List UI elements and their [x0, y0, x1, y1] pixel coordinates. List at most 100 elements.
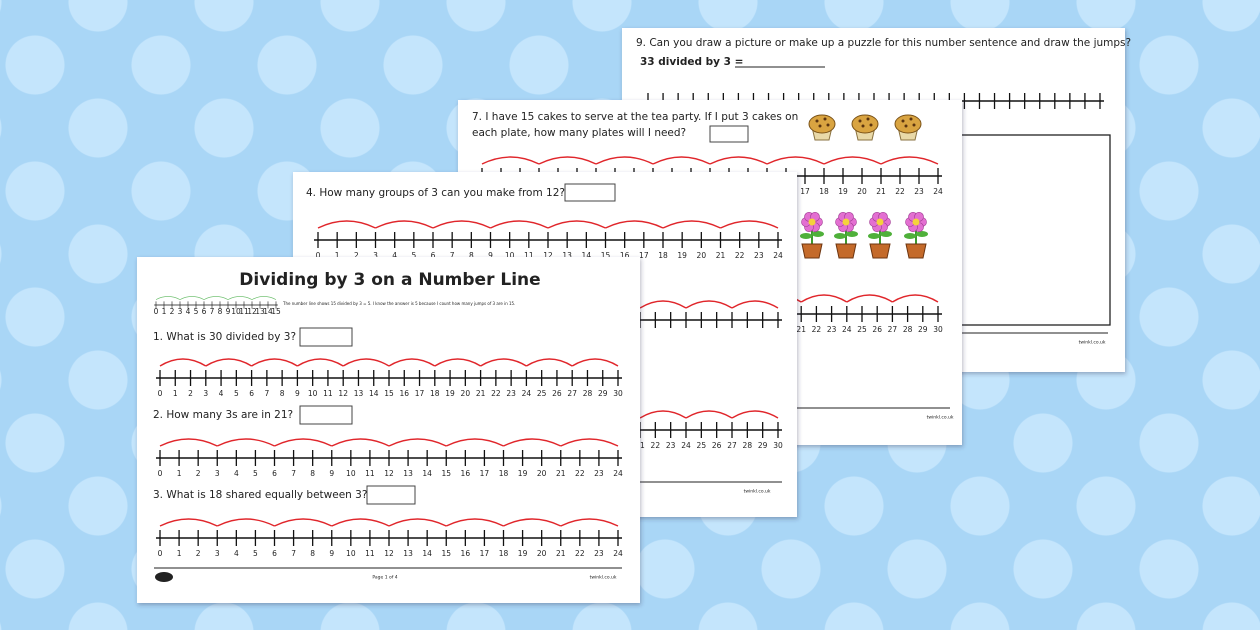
tick-label: 13: [562, 251, 572, 260]
tick-label: 15: [441, 549, 451, 558]
page-number: Page 1 of 4: [372, 575, 397, 581]
tick-label: 7: [450, 251, 455, 260]
tick-label: 10: [505, 251, 515, 260]
muffin-top: [808, 114, 836, 134]
tick-label: 19: [838, 187, 848, 196]
jump-arc: [503, 518, 562, 527]
tick-label: 3: [203, 389, 208, 398]
tick-label: 22: [575, 469, 585, 478]
tick-label: 0: [154, 307, 159, 316]
tick-label: 1: [162, 307, 167, 316]
tick-label: 22: [812, 325, 822, 334]
muffin-dot: [818, 124, 822, 128]
tick-label: 12: [384, 549, 394, 558]
tick-label: 6: [431, 251, 436, 260]
flower-leaf: [904, 233, 916, 239]
tick-label: 19: [445, 389, 455, 398]
tick-label: 1: [335, 251, 340, 260]
tick-label: 2: [354, 251, 359, 260]
tick-label: 9: [488, 251, 493, 260]
jump-arc: [434, 358, 481, 367]
tick-label: 4: [186, 307, 191, 316]
flower-leaf: [834, 233, 846, 239]
muffin-dot: [866, 117, 870, 121]
tick-label: 3: [215, 549, 220, 558]
tick-label: 8: [310, 469, 315, 478]
answer-box: [366, 485, 416, 505]
tick-label: 24: [842, 325, 852, 334]
jump-arc: [595, 156, 654, 165]
tick-label: 12: [384, 469, 394, 478]
tick-label: 28: [583, 389, 593, 398]
tick-label: 13: [403, 549, 413, 558]
flower-pot: [835, 243, 857, 259]
tick-label: 15: [601, 251, 611, 260]
tick-label: 22: [735, 251, 745, 260]
jump-arc: [652, 156, 711, 165]
tick-label: 14: [422, 469, 432, 478]
tick-label: 29: [918, 325, 928, 334]
jump-arc: [251, 296, 277, 300]
tick-label: 15: [441, 469, 451, 478]
tick-label: 8: [280, 389, 285, 398]
tick-label: 8: [310, 549, 315, 558]
tick-label: 20: [697, 251, 707, 260]
tick-label: 2: [196, 549, 201, 558]
tick-label: 2: [188, 389, 193, 398]
jump-arc: [538, 156, 597, 165]
tick-label: 17: [415, 389, 425, 398]
jump-arc: [571, 358, 619, 367]
tick-label: 28: [903, 325, 913, 334]
muffin-dot: [826, 123, 830, 127]
tick-label: 7: [291, 549, 296, 558]
jump-arc: [731, 410, 779, 419]
muffin-dot: [904, 124, 908, 128]
tick-label: 1: [177, 469, 182, 478]
question: 7. I have 15 cakes to serve at the tea p…: [472, 111, 798, 123]
tick-label: 25: [537, 389, 547, 398]
answer-box: [299, 405, 353, 425]
tick-label: 26: [552, 389, 562, 398]
tick-label: 26: [712, 441, 722, 450]
tick-label: 5: [253, 469, 258, 478]
flower-leaf: [846, 231, 858, 237]
flower-pot: [801, 243, 823, 259]
tick-label: 14: [582, 251, 592, 260]
number-sentence: 33 divided by 3 =: [640, 56, 743, 68]
tick-label: 11: [365, 469, 375, 478]
tick-label: 21: [556, 469, 566, 478]
flower-pot: [905, 243, 927, 259]
tick-label: 26: [872, 325, 882, 334]
tick-label: 23: [827, 325, 837, 334]
tick-label: 13: [403, 469, 413, 478]
muffin-dot: [823, 117, 827, 121]
jump-arc: [560, 518, 619, 527]
jump-arc: [800, 294, 848, 303]
jump-arc: [639, 410, 687, 419]
tick-label: 23: [594, 549, 604, 558]
question: 1. What is 30 divided by 3?: [153, 331, 296, 343]
tick-label: 11: [365, 549, 375, 558]
tick-label: 28: [743, 441, 753, 450]
tick-label: 6: [202, 307, 207, 316]
jump-arc: [331, 438, 390, 447]
tick-label: 11: [239, 307, 249, 316]
tick-label: 0: [316, 251, 321, 260]
muffin-top: [851, 114, 879, 134]
jump-arc: [331, 518, 390, 527]
tick-label: 10: [346, 549, 356, 558]
muffin-top: [894, 114, 922, 134]
jump-arc: [685, 300, 733, 309]
jump-arc: [480, 358, 527, 367]
jump-arc: [159, 518, 218, 527]
tick-label: 23: [666, 441, 676, 450]
tick-label: 0: [158, 549, 163, 558]
tick-label: 13: [255, 307, 265, 316]
tick-label: 9: [295, 389, 300, 398]
tick-label: 18: [430, 389, 440, 398]
footer-text: twinkl.co.uk: [1079, 340, 1106, 346]
jump-arc: [274, 518, 333, 527]
tick-label: 22: [651, 441, 661, 450]
tick-label: 17: [480, 549, 490, 558]
